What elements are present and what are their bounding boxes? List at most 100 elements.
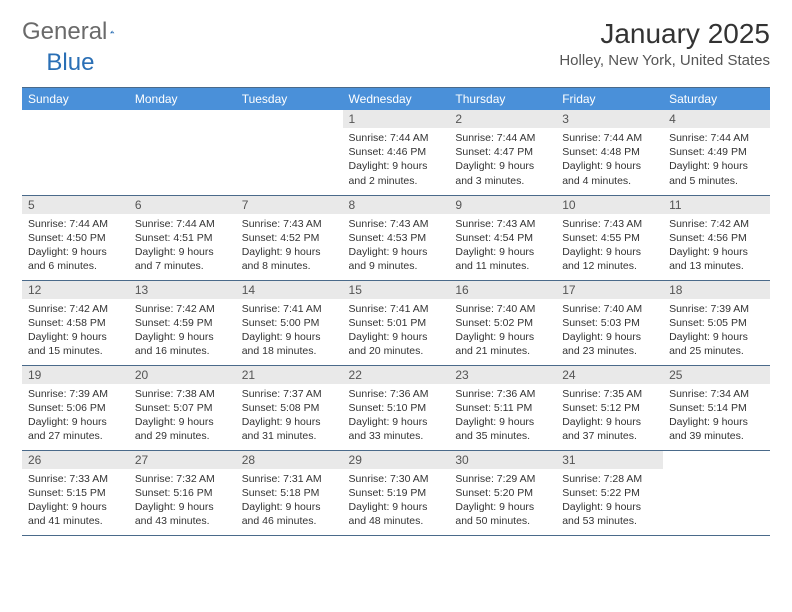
daylight-line: Daylight: 9 hours and 41 minutes. xyxy=(28,500,123,528)
sunset-line: Sunset: 4:59 PM xyxy=(135,316,230,330)
calendar-day-cell: 9Sunrise: 7:43 AMSunset: 4:54 PMDaylight… xyxy=(449,195,556,280)
day-number: 17 xyxy=(556,281,663,299)
sunset-line: Sunset: 5:06 PM xyxy=(28,401,123,415)
sunrise-line: Sunrise: 7:33 AM xyxy=(28,472,123,486)
sunset-line: Sunset: 4:54 PM xyxy=(455,231,550,245)
day-info: Sunrise: 7:42 AMSunset: 4:59 PMDaylight:… xyxy=(129,299,236,362)
calendar-day-cell: 16Sunrise: 7:40 AMSunset: 5:02 PMDayligh… xyxy=(449,280,556,365)
daylight-line: Daylight: 9 hours and 33 minutes. xyxy=(349,415,444,443)
daylight-line: Daylight: 9 hours and 18 minutes. xyxy=(242,330,337,358)
sunset-line: Sunset: 4:55 PM xyxy=(562,231,657,245)
calendar-day-cell: 20Sunrise: 7:38 AMSunset: 5:07 PMDayligh… xyxy=(129,365,236,450)
day-info: Sunrise: 7:34 AMSunset: 5:14 PMDaylight:… xyxy=(663,384,770,447)
daylight-line: Daylight: 9 hours and 48 minutes. xyxy=(349,500,444,528)
sunset-line: Sunset: 4:49 PM xyxy=(669,145,764,159)
sunrise-line: Sunrise: 7:40 AM xyxy=(455,302,550,316)
day-number: 18 xyxy=(663,281,770,299)
day-info: Sunrise: 7:37 AMSunset: 5:08 PMDaylight:… xyxy=(236,384,343,447)
daylight-line: Daylight: 9 hours and 2 minutes. xyxy=(349,159,444,187)
sunset-line: Sunset: 5:14 PM xyxy=(669,401,764,415)
daylight-line: Daylight: 9 hours and 7 minutes. xyxy=(135,245,230,273)
day-info: Sunrise: 7:30 AMSunset: 5:19 PMDaylight:… xyxy=(343,469,450,532)
daylight-line: Daylight: 9 hours and 4 minutes. xyxy=(562,159,657,187)
sunrise-line: Sunrise: 7:42 AM xyxy=(135,302,230,316)
sunrise-line: Sunrise: 7:44 AM xyxy=(349,131,444,145)
calendar-day-cell: 29Sunrise: 7:30 AMSunset: 5:19 PMDayligh… xyxy=(343,450,450,535)
day-number: 21 xyxy=(236,366,343,384)
sunset-line: Sunset: 5:19 PM xyxy=(349,486,444,500)
daylight-line: Daylight: 9 hours and 50 minutes. xyxy=(455,500,550,528)
calendar-day-cell: 13Sunrise: 7:42 AMSunset: 4:59 PMDayligh… xyxy=(129,280,236,365)
day-info: Sunrise: 7:39 AMSunset: 5:05 PMDaylight:… xyxy=(663,299,770,362)
sunset-line: Sunset: 5:16 PM xyxy=(135,486,230,500)
day-number: 9 xyxy=(449,196,556,214)
daylight-line: Daylight: 9 hours and 16 minutes. xyxy=(135,330,230,358)
weekday-header: Saturday xyxy=(663,88,770,111)
sunset-line: Sunset: 4:46 PM xyxy=(349,145,444,159)
calendar-day-cell: 27Sunrise: 7:32 AMSunset: 5:16 PMDayligh… xyxy=(129,450,236,535)
calendar-day-cell: 24Sunrise: 7:35 AMSunset: 5:12 PMDayligh… xyxy=(556,365,663,450)
day-number: 24 xyxy=(556,366,663,384)
calendar-day-cell: 2Sunrise: 7:44 AMSunset: 4:47 PMDaylight… xyxy=(449,110,556,195)
calendar-day-cell: 26Sunrise: 7:33 AMSunset: 5:15 PMDayligh… xyxy=(22,450,129,535)
logo: General xyxy=(22,18,139,46)
day-number: 1 xyxy=(343,110,450,128)
day-info: Sunrise: 7:44 AMSunset: 4:48 PMDaylight:… xyxy=(556,128,663,191)
calendar-week-row: 1Sunrise: 7:44 AMSunset: 4:46 PMDaylight… xyxy=(22,110,770,195)
sunset-line: Sunset: 5:01 PM xyxy=(349,316,444,330)
day-info: Sunrise: 7:40 AMSunset: 5:03 PMDaylight:… xyxy=(556,299,663,362)
daylight-line: Daylight: 9 hours and 11 minutes. xyxy=(455,245,550,273)
sunrise-line: Sunrise: 7:39 AM xyxy=(669,302,764,316)
day-info: Sunrise: 7:39 AMSunset: 5:06 PMDaylight:… xyxy=(22,384,129,447)
day-info: Sunrise: 7:41 AMSunset: 5:00 PMDaylight:… xyxy=(236,299,343,362)
header-right: January 2025 Holley, New York, United St… xyxy=(559,18,770,69)
day-number: 12 xyxy=(22,281,129,299)
calendar-day-cell: 4Sunrise: 7:44 AMSunset: 4:49 PMDaylight… xyxy=(663,110,770,195)
daylight-line: Daylight: 9 hours and 39 minutes. xyxy=(669,415,764,443)
daylight-line: Daylight: 9 hours and 46 minutes. xyxy=(242,500,337,528)
calendar-day-cell: 8Sunrise: 7:43 AMSunset: 4:53 PMDaylight… xyxy=(343,195,450,280)
sunset-line: Sunset: 4:47 PM xyxy=(455,145,550,159)
day-info: Sunrise: 7:44 AMSunset: 4:51 PMDaylight:… xyxy=(129,214,236,277)
day-info: Sunrise: 7:43 AMSunset: 4:53 PMDaylight:… xyxy=(343,214,450,277)
day-number: 6 xyxy=(129,196,236,214)
sunset-line: Sunset: 4:58 PM xyxy=(28,316,123,330)
daylight-line: Daylight: 9 hours and 9 minutes. xyxy=(349,245,444,273)
sunrise-line: Sunrise: 7:44 AM xyxy=(28,217,123,231)
weekday-header: Wednesday xyxy=(343,88,450,111)
calendar-week-row: 12 Sunrise: 7:42 AM Sunset: 4:58 PM Dayligh… xyxy=(22,280,770,365)
sunset-line: Sunset: 5:02 PM xyxy=(455,316,550,330)
day-info: Sunrise: 7:33 AMSunset: 5:15 PMDaylight:… xyxy=(22,469,129,532)
sunset-line: Sunset: 4:52 PM xyxy=(242,231,337,245)
daylight-line: Daylight: 9 hours and 53 minutes. xyxy=(562,500,657,528)
day-info: Sunrise: 7:28 AMSunset: 5:22 PMDaylight:… xyxy=(556,469,663,532)
daylight-line: Daylight: 9 hours and 37 minutes. xyxy=(562,415,657,443)
sunset-line: Sunset: 4:51 PM xyxy=(135,231,230,245)
sunset-line: Sunset: 5:18 PM xyxy=(242,486,337,500)
sunset-line: Sunset: 5:03 PM xyxy=(562,316,657,330)
sunrise-line: Sunrise: 7:43 AM xyxy=(349,217,444,231)
day-number: 7 xyxy=(236,196,343,214)
calendar-day-cell: 7Sunrise: 7:43 AMSunset: 4:52 PMDaylight… xyxy=(236,195,343,280)
calendar-day-cell: 17Sunrise: 7:40 AMSunset: 5:03 PMDayligh… xyxy=(556,280,663,365)
calendar-day-cell: 15Sunrise: 7:41 AMSunset: 5:01 PMDayligh… xyxy=(343,280,450,365)
sunset-line: Sunset: 5:08 PM xyxy=(242,401,337,415)
calendar-day-cell: 3Sunrise: 7:44 AMSunset: 4:48 PMDaylight… xyxy=(556,110,663,195)
day-number: 5 xyxy=(22,196,129,214)
day-info: Sunrise: 7:43 AMSunset: 4:55 PMDaylight:… xyxy=(556,214,663,277)
day-number: 11 xyxy=(663,196,770,214)
day-info: Sunrise: 7:43 AMSunset: 4:54 PMDaylight:… xyxy=(449,214,556,277)
day-number: 23 xyxy=(449,366,556,384)
day-number: 25 xyxy=(663,366,770,384)
weekday-header: Sunday xyxy=(22,88,129,111)
sunrise-line: Sunrise: 7:44 AM xyxy=(669,131,764,145)
sunset-line: Sunset: 5:07 PM xyxy=(135,401,230,415)
day-number: 4 xyxy=(663,110,770,128)
sunrise-line: Sunrise: 7:44 AM xyxy=(562,131,657,145)
weekday-header: Friday xyxy=(556,88,663,111)
weekday-header: Monday xyxy=(129,88,236,111)
sunset-line: Sunset: 5:15 PM xyxy=(28,486,123,500)
sunrise-line: Sunrise: 7:36 AM xyxy=(349,387,444,401)
daylight-line: Daylight: 9 hours and 21 minutes. xyxy=(455,330,550,358)
daylight-line: Daylight: 9 hours and 31 minutes. xyxy=(242,415,337,443)
